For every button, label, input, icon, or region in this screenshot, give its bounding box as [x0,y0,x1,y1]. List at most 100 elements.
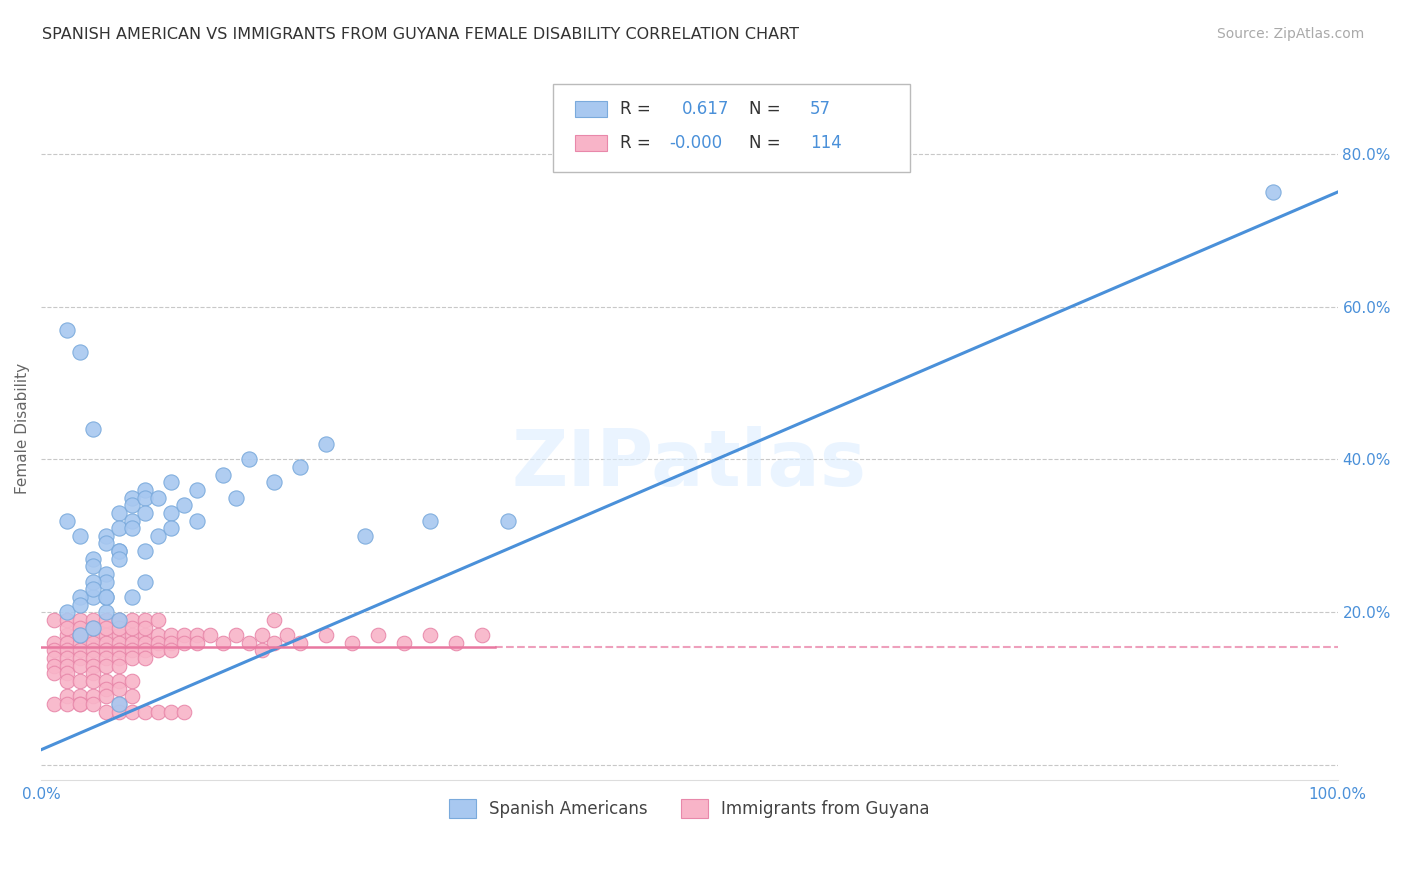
Bar [575,135,606,151]
Point [121,651,143,665]
Text: ZIPatlas: ZIPatlas [512,426,868,502]
Point [82,574,104,589]
Point [82,636,104,650]
Point [56,690,79,704]
Point [198,628,221,642]
Point [146,643,169,657]
Bar [575,102,606,117]
Point [69,658,91,673]
Point [173,498,195,512]
Point [108,636,131,650]
Point [69,690,91,704]
Point [56,613,79,627]
Point [108,544,131,558]
Point [134,651,156,665]
Point [121,628,143,642]
Point [238,636,260,650]
Point [419,628,441,642]
Point [159,628,181,642]
Point [159,643,181,657]
Point [121,613,143,627]
Point [238,452,260,467]
Point [94,651,117,665]
Point [159,636,181,650]
Point [69,628,91,642]
Point [69,697,91,711]
Point [56,636,79,650]
Point [108,506,131,520]
Point [69,643,91,657]
Point [146,705,169,719]
Point [82,628,104,642]
Point [186,483,208,497]
FancyBboxPatch shape [553,85,910,172]
Point [108,521,131,535]
Point [134,628,156,642]
Text: Source: ZipAtlas.com: Source: ZipAtlas.com [1216,27,1364,41]
Point [173,628,195,642]
Point [134,506,156,520]
Point [108,705,131,719]
Point [94,574,117,589]
Point [69,697,91,711]
Point [82,551,104,566]
Point [94,567,117,582]
Point [121,673,143,688]
Point [290,636,312,650]
Point [56,514,79,528]
Point [134,574,156,589]
Point [82,643,104,657]
Point [108,620,131,634]
Point [225,628,247,642]
Point [250,628,273,642]
Point [134,705,156,719]
Point [108,658,131,673]
Point [159,506,181,520]
Point [315,628,337,642]
Point [367,628,389,642]
Point [211,636,233,650]
Point [82,666,104,681]
Point [94,590,117,604]
Point [146,613,169,627]
Point [159,475,181,490]
Point [69,620,91,634]
Point [1261,185,1284,199]
Point [419,514,441,528]
Point [94,613,117,627]
Point [69,636,91,650]
Point [121,514,143,528]
Point [290,460,312,475]
Text: N =: N = [749,100,786,118]
Point [250,643,273,657]
Point [94,529,117,543]
Point [42,666,65,681]
Point [121,690,143,704]
Point [108,628,131,642]
Point [315,437,337,451]
Point [69,620,91,634]
Point [56,673,79,688]
Point [42,613,65,627]
Point [263,475,285,490]
Point [94,673,117,688]
Point [82,590,104,604]
Point [69,598,91,612]
Text: 114: 114 [810,134,842,152]
Point [263,613,285,627]
Text: R =: R = [620,100,655,118]
Point [82,559,104,574]
Point [146,491,169,505]
Point [94,705,117,719]
Point [56,605,79,619]
Point [82,620,104,634]
Point [56,628,79,642]
Point [134,636,156,650]
Point [444,636,467,650]
Point [173,636,195,650]
Point [186,636,208,650]
Point [121,498,143,512]
Point [108,544,131,558]
Point [134,491,156,505]
Point [82,422,104,436]
